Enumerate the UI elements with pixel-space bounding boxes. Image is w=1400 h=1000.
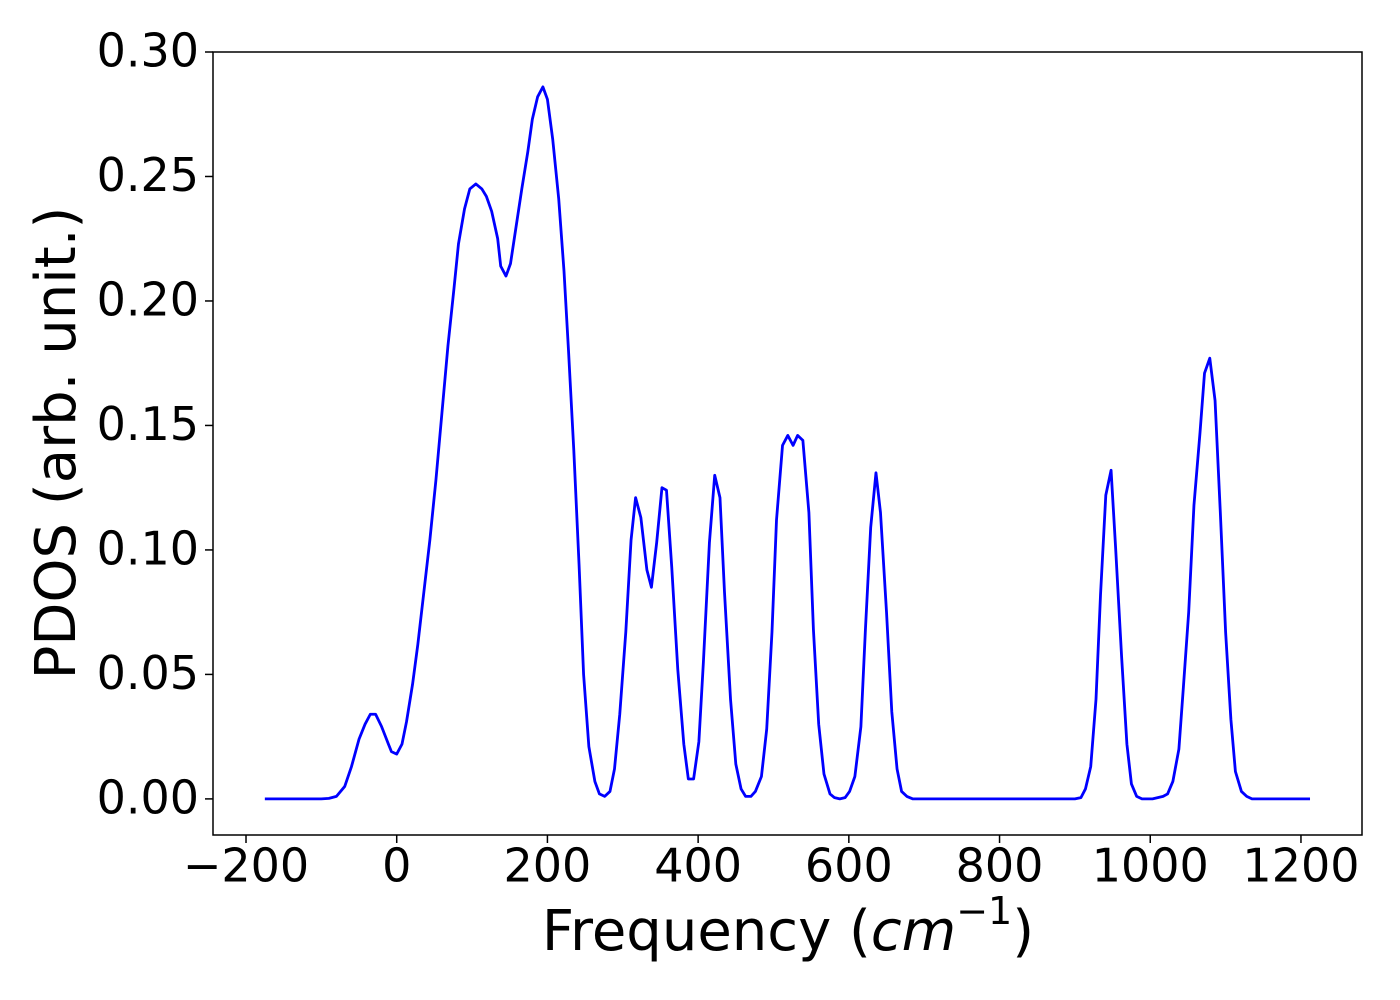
y-axis-label: PDOS (arb. unit.) <box>24 207 89 680</box>
x-tick-label: 400 <box>654 839 742 893</box>
x-tick-label: 600 <box>805 839 893 893</box>
plot-frame <box>212 51 1363 836</box>
x-tick-label: 1000 <box>1092 839 1209 893</box>
y-tick-label: 0.15 <box>97 397 199 451</box>
y-tick-label: 0.00 <box>97 770 199 824</box>
y-tick-label: 0.05 <box>97 646 199 700</box>
x-tick-label: 1200 <box>1242 839 1359 893</box>
x-tick-label: −200 <box>183 839 309 893</box>
x-axis-label: Frequency (cm−1) <box>542 889 1034 965</box>
x-label-part: ) <box>1012 899 1034 964</box>
x-label-part: −1 <box>956 889 1012 933</box>
x-tick-label: 0 <box>382 839 411 893</box>
line-series <box>264 85 1311 801</box>
x-label-part: cm <box>871 899 956 964</box>
y-tick-label: 0.25 <box>97 148 199 202</box>
y-tick-label: 0.20 <box>97 272 199 326</box>
y-tick-label: 0.10 <box>97 521 199 575</box>
x-tick-label: 200 <box>504 839 592 893</box>
y-tick-label: 0.30 <box>97 24 199 78</box>
x-label-part: Frequency ( <box>542 899 871 964</box>
x-tick-label: 800 <box>956 839 1044 893</box>
